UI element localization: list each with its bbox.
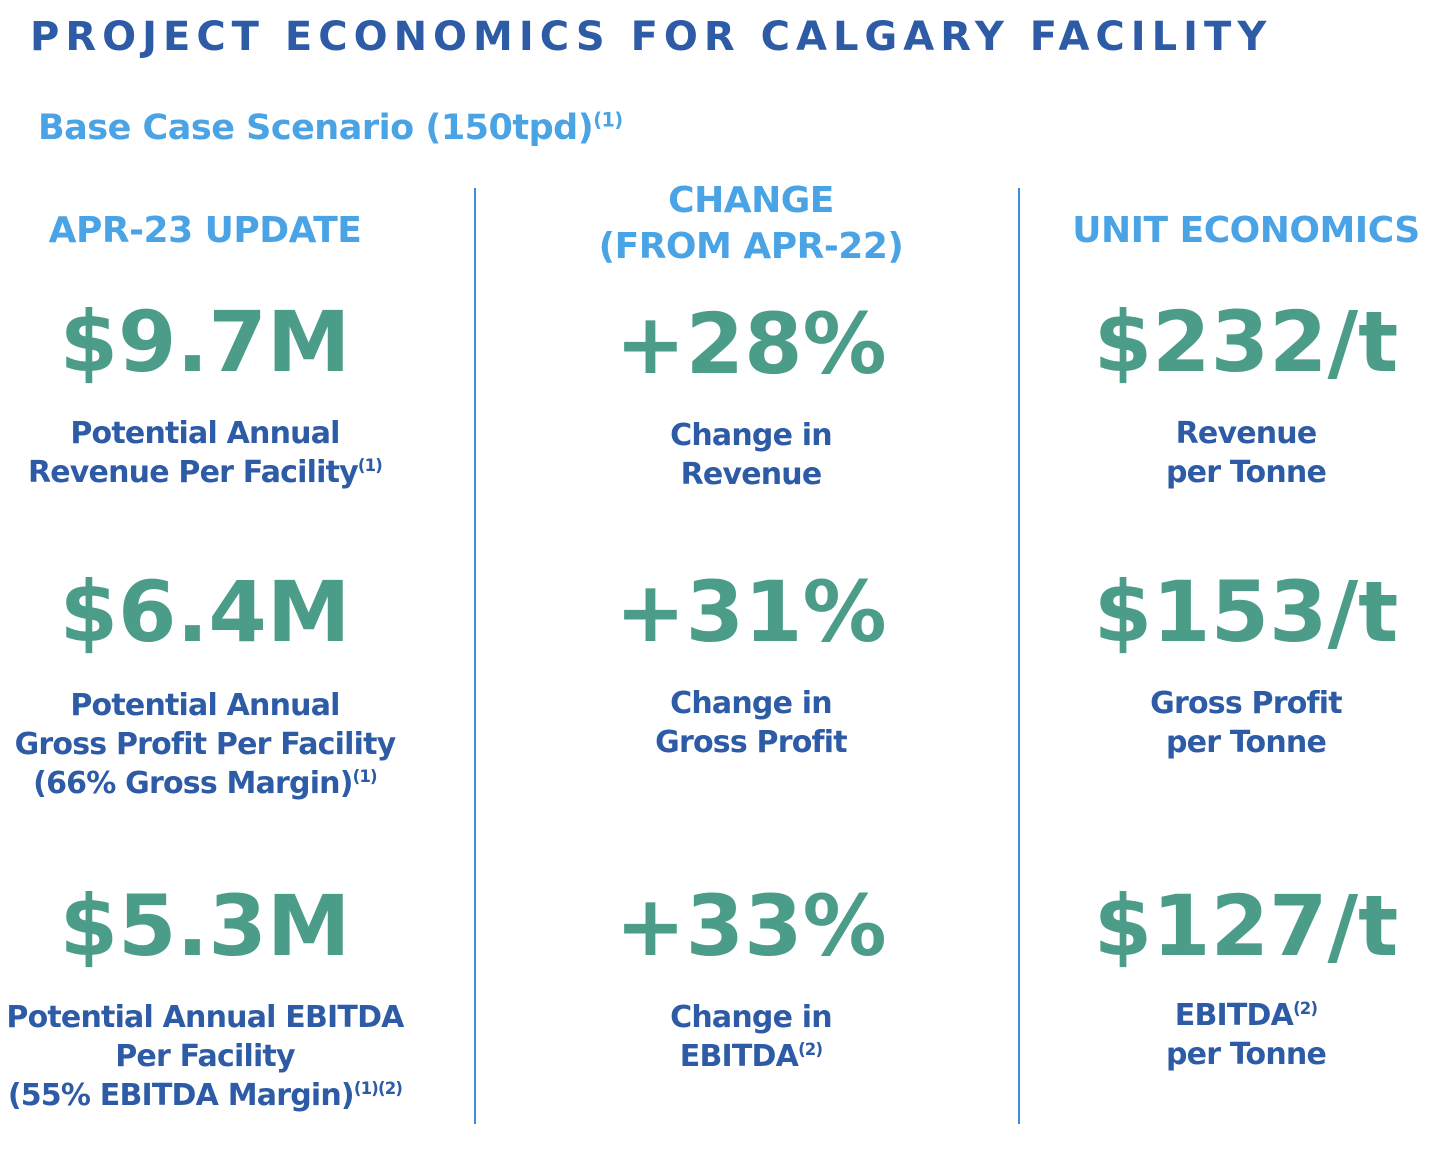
label-line: per Tonne: [1165, 725, 1327, 760]
label-line: EBITDA(2): [679, 1039, 823, 1074]
column-header-line: (FROM APR-22): [598, 226, 904, 267]
label-line: per Tonne: [1165, 1037, 1327, 1072]
revenue-value: $9.7M: [59, 293, 351, 391]
footnote-marker: (2): [798, 1040, 823, 1059]
label-line: Change in: [670, 418, 832, 453]
ebitda-change-value: +33%: [615, 877, 887, 975]
scenario-footnote: (1): [593, 108, 623, 132]
ebitda-value: $5.3M: [59, 877, 351, 975]
revenue-change-value: +28%: [615, 295, 887, 393]
column-header: CHANGE (FROM APR-22): [528, 178, 974, 270]
column-unit-economics: UNIT ECONOMICS $232/t Revenue per Tonne …: [1046, 0, 1446, 1152]
label-line: Potential Annual: [70, 688, 340, 723]
label-line: (55% EBITDA Margin)(1)(2): [7, 1078, 403, 1113]
label-line: Change in: [670, 1000, 832, 1035]
revenue-per-tonne-label: Revenue per Tonne: [1046, 414, 1446, 492]
page-title: PROJECT ECONOMICS FOR CALGARY FACILITY: [30, 14, 1273, 60]
label-line: Gross Profit: [655, 725, 847, 760]
revenue-label: Potential Annual Revenue Per Facility(1): [0, 414, 410, 492]
gross-profit-change-value: +31%: [615, 563, 887, 661]
gross-profit-change-label: Change in Gross Profit: [528, 684, 974, 762]
revenue-per-tonne-value: $232/t: [1093, 293, 1399, 391]
column-header: UNIT ECONOMICS: [1046, 208, 1446, 254]
gross-profit-per-tonne-value: $153/t: [1093, 563, 1399, 661]
column-apr23-update: APR-23 UPDATE $9.7M Potential Annual Rev…: [0, 0, 410, 1152]
footnote-marker: (1): [357, 456, 383, 475]
label-line: Potential Annual: [70, 416, 340, 451]
label-line: Gross Profit Per Facility: [14, 727, 397, 762]
column-change: CHANGE (FROM APR-22) +28% Change in Reve…: [528, 0, 974, 1152]
label-line: Per Facility: [115, 1039, 295, 1074]
label-line: Potential Annual EBITDA: [6, 1000, 404, 1035]
scenario-subtitle-text: Base Case Scenario (150tpd): [38, 108, 594, 148]
gross-profit-per-tonne-label: Gross Profit per Tonne: [1046, 684, 1446, 762]
ebitda-per-tonne-label: EBITDA(2) per Tonne: [1046, 996, 1446, 1074]
footnote-marker: (2): [1293, 999, 1318, 1018]
label-line: per Tonne: [1165, 455, 1327, 490]
column-divider-left: [474, 188, 476, 1124]
column-header-line: UNIT ECONOMICS: [1072, 210, 1420, 251]
column-header-line: CHANGE: [668, 180, 834, 221]
label-line: Revenue: [680, 457, 823, 492]
scenario-subtitle: Base Case Scenario (150tpd)(1): [38, 108, 623, 148]
footnote-marker: (1)(2): [353, 1079, 403, 1098]
ebitda-per-tonne-value: $127/t: [1093, 877, 1399, 975]
label-line: Revenue Per Facility(1): [27, 455, 383, 490]
column-divider-right: [1018, 188, 1020, 1124]
label-line: EBITDA(2): [1174, 998, 1318, 1033]
label-line: Change in: [670, 686, 832, 721]
ebitda-label: Potential Annual EBITDA Per Facility (55…: [0, 998, 410, 1115]
column-header-line: APR-23 UPDATE: [48, 210, 362, 251]
gross-profit-value: $6.4M: [59, 563, 351, 661]
ebitda-change-label: Change in EBITDA(2): [528, 998, 974, 1076]
label-line: Revenue: [1175, 416, 1318, 451]
column-header: APR-23 UPDATE: [0, 208, 410, 254]
footnote-marker: (1): [352, 767, 378, 786]
revenue-change-label: Change in Revenue: [528, 416, 974, 494]
label-line: (66% Gross Margin)(1): [33, 766, 378, 801]
gross-profit-label: Potential Annual Gross Profit Per Facili…: [0, 686, 410, 803]
label-line: Gross Profit: [1150, 686, 1342, 721]
